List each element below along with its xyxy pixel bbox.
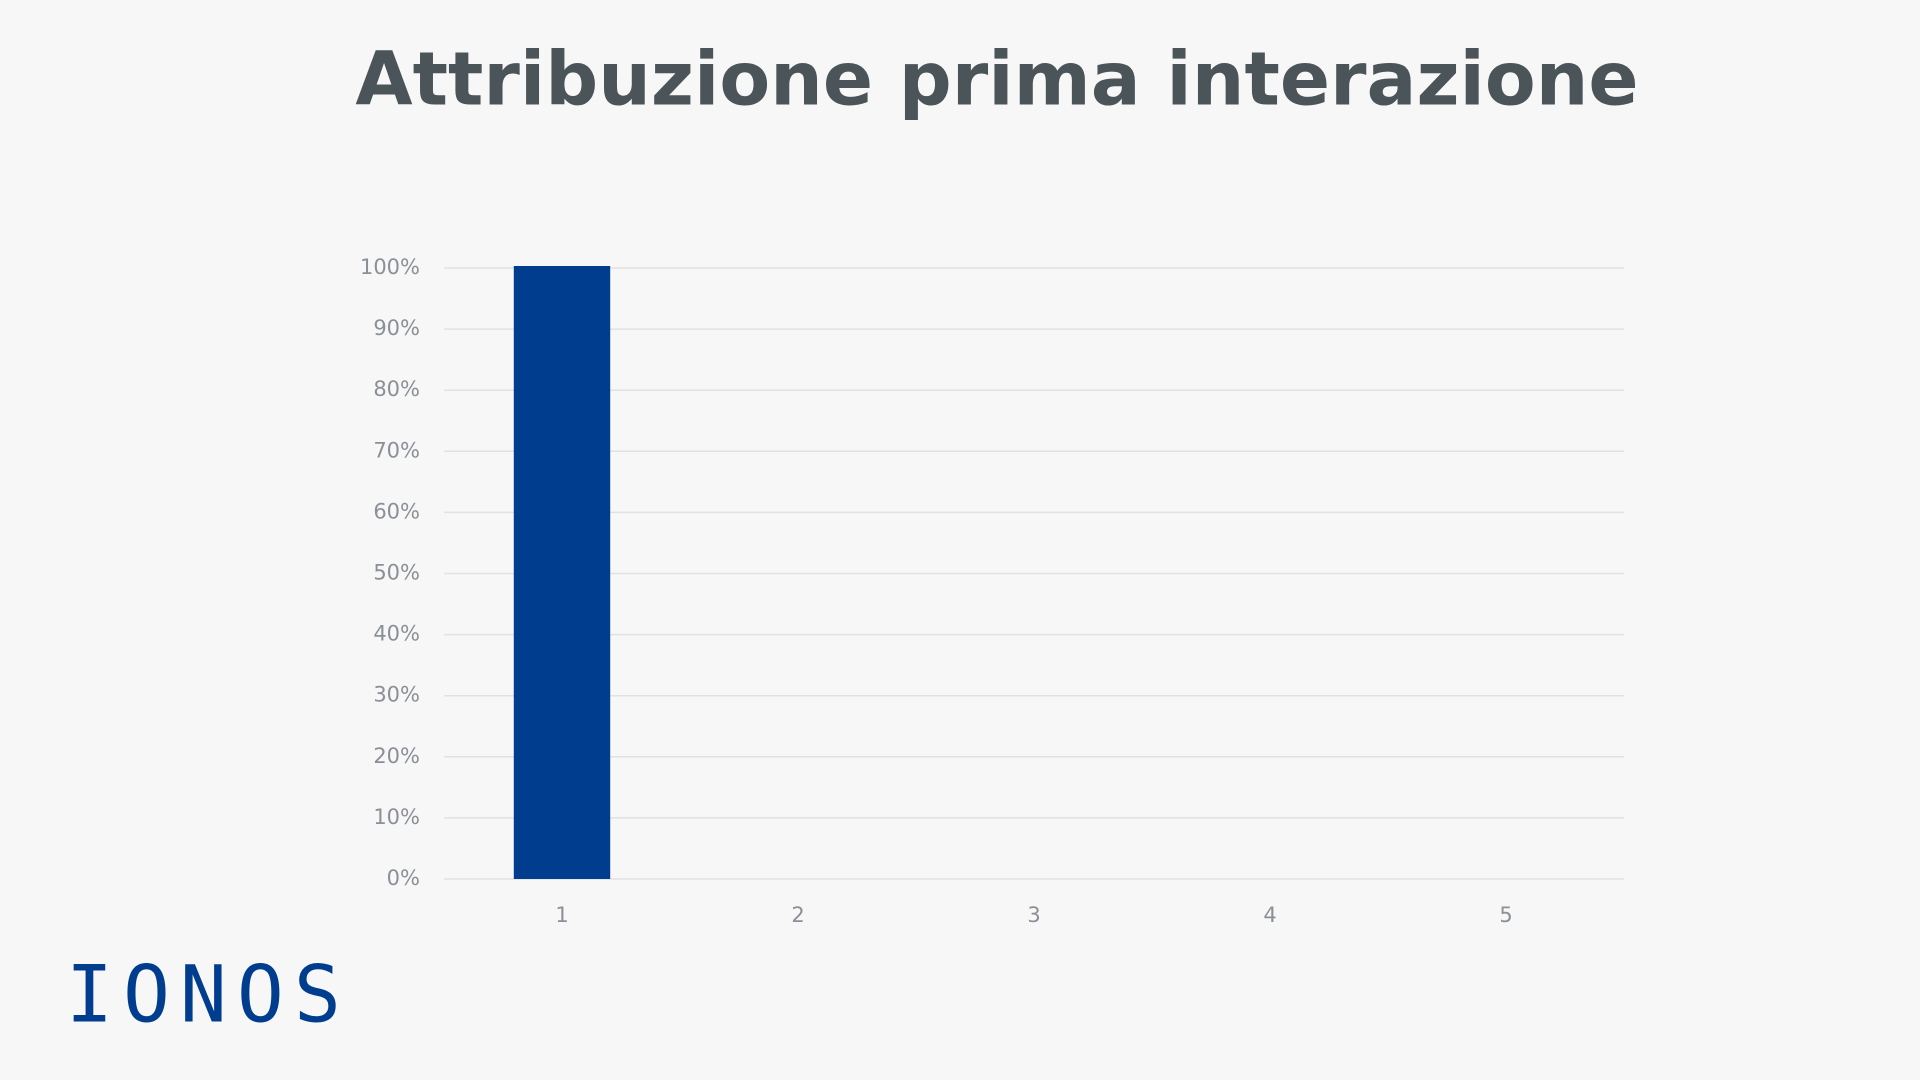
x-tick-label: 2 (791, 903, 804, 927)
y-tick-label: 60% (373, 499, 420, 523)
y-tick-label: 10% (373, 805, 420, 829)
x-tick-label: 4 (1263, 903, 1276, 927)
y-tick-label: 90% (373, 316, 420, 340)
y-tick-label: 40% (373, 622, 420, 646)
y-tick-label: 30% (373, 683, 420, 707)
bar (513, 266, 611, 879)
chart-title: Attribuzione prima interazione (355, 37, 1638, 123)
x-tick-label: 1 (555, 903, 568, 927)
y-tick-label: 0% (387, 866, 420, 890)
y-tick-label: 80% (373, 377, 420, 401)
x-tick-label: 5 (1499, 903, 1512, 927)
logo: IONOS (66, 950, 351, 1040)
x-tick-label: 3 (1027, 903, 1040, 927)
y-tick-label: 20% (373, 744, 420, 768)
y-tick-label: 70% (373, 438, 420, 462)
y-tick-label: 100% (360, 255, 420, 279)
y-tick-label: 50% (373, 561, 420, 585)
